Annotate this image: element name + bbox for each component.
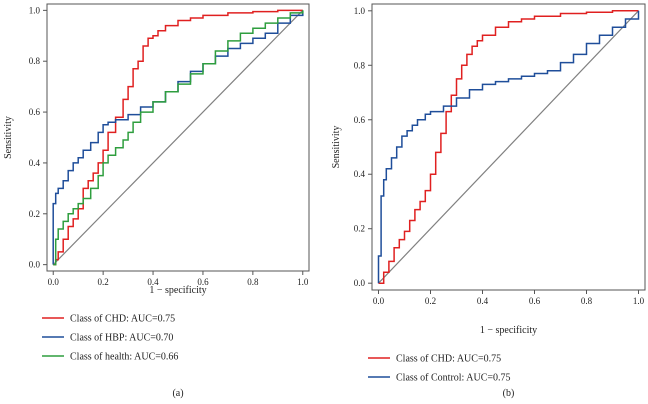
- panel-a-x-tick-label: 1.0: [297, 277, 309, 287]
- panel-a-x-tick-label: 0.2: [98, 277, 109, 287]
- panel-a-series-line-3: [53, 10, 304, 266]
- panel-b-series-line-1: [378, 10, 639, 284]
- panel-b-y-tick-label: 0.2: [354, 224, 365, 234]
- panel-a-panel-label: (a): [172, 388, 183, 399]
- panel-b-y-tick-label: 1.0: [354, 6, 366, 16]
- panel-b-x-tick-label: 0.4: [477, 296, 489, 306]
- panel-a-x-tick-label: 0.4: [147, 277, 159, 287]
- panel-b-y-tick-label: 0.0: [354, 278, 366, 288]
- panel-a-y-axis-label: Sensitivity: [3, 116, 14, 159]
- panel-a-legend-label-2: Class of HBP: AUC=0.70: [70, 333, 173, 344]
- panel-a-y-tick-label: 0.4: [29, 158, 41, 168]
- panel-a-legend-label-1: Class of CHD: AUC=0.75: [70, 314, 175, 325]
- panel-b-y-tick-label: 0.4: [354, 169, 366, 179]
- panel-a-legend-label-3: Class of health: AUC=0.66: [70, 352, 178, 363]
- panel-a-y-tick-label: 0.6: [29, 107, 41, 117]
- panel-b-legend-label-2: Class of Control: AUC=0.75: [396, 373, 511, 384]
- panel-a-plot-frame: [46, 3, 310, 272]
- panel-a-reference-diagonal: [52, 9, 304, 266]
- panel-a-y-tick-label: 1.0: [29, 5, 41, 15]
- panel-a-x-axis-label: 1 − specificity: [149, 285, 206, 296]
- panel-b-x-tick-label: 0.8: [581, 296, 593, 306]
- panel-b-panel-label: (b): [503, 388, 515, 399]
- panel-b-x-tick-label: 0.6: [529, 296, 541, 306]
- panel-a-x-tick-label: 0.0: [48, 277, 60, 287]
- panel-b-series-line-2: [377, 10, 640, 284]
- panel-b-y-axis-label: Sensitivity: [331, 126, 342, 169]
- panel-a-series-line-2: [52, 10, 304, 265]
- panel-b-x-tick-label: 0.0: [373, 296, 385, 306]
- panel-b-x-tick-label: 1.0: [633, 296, 645, 306]
- panel-a-y-tick-label: 0.0: [29, 260, 41, 270]
- panel-b-legend-label-1: Class of CHD: AUC=0.75: [396, 354, 501, 365]
- panel-b-x-axis-label: 1 − specificity: [480, 325, 537, 336]
- panel-b-reference-diagonal: [378, 10, 639, 284]
- panel-a-y-tick-label: 0.8: [29, 56, 41, 66]
- panel-b-y-tick-label: 0.6: [354, 115, 366, 125]
- panel-b-x-tick-label: 0.2: [425, 296, 436, 306]
- panel-b-y-tick-label: 0.8: [354, 60, 366, 70]
- panel-b-roc-chart: 0.0 0.2 0.4 0.6 0.8 1.0 0.0 0.2 0.4 0.6 0.8 1.0 1 − …: [331, 3, 646, 399]
- panel-a-x-tick-label: 0.8: [247, 277, 259, 287]
- panel-a-y-tick-label: 0.2: [29, 209, 40, 219]
- panel-b-plot-frame: [371, 3, 646, 291]
- panel-a-series-line-1: [53, 9, 303, 266]
- panel-a-x-tick-label: 0.6: [197, 277, 209, 287]
- panel-a-roc-chart: 0.0 0.2 0.4 0.6 0.8 1.0 0.0 0.2 0.4 0.6 0.8 1.0 1 − …: [3, 3, 310, 399]
